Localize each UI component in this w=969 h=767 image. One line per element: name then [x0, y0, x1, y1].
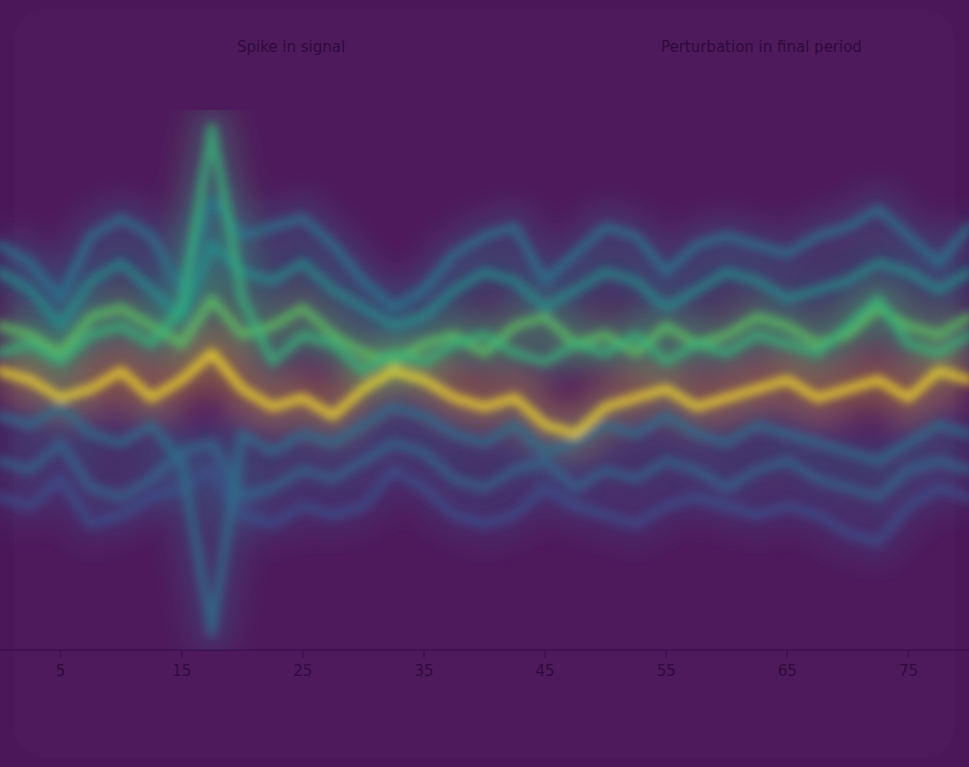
x-tick-label: 45	[536, 662, 555, 680]
series-line	[0, 200, 969, 308]
x-tick-label: 75	[899, 662, 918, 680]
x-tick-label: 35	[414, 662, 433, 680]
x-tick	[665, 650, 667, 658]
x-tick-label: 25	[293, 662, 312, 680]
x-tick-label: 15	[172, 662, 191, 680]
x-tick	[908, 650, 910, 658]
x-tick	[60, 650, 62, 658]
series-line	[0, 443, 969, 497]
x-tick	[423, 650, 425, 658]
glow-layer	[0, 128, 969, 632]
series-line	[0, 128, 969, 371]
annotation: Perturbation in final period	[661, 38, 862, 56]
annotation: Spike in signal	[237, 38, 345, 56]
x-tick	[787, 650, 789, 658]
x-tick	[181, 650, 183, 658]
background	[0, 0, 969, 767]
series-line	[0, 353, 969, 434]
x-tick	[302, 650, 304, 658]
line-glow	[0, 128, 969, 371]
lines-layer	[0, 128, 969, 632]
x-tick	[544, 650, 546, 658]
x-tick-label: 5	[56, 662, 66, 680]
line-glow	[0, 407, 969, 632]
plot-area	[0, 128, 969, 632]
chart: 5 15 25 35 45 55 65 75 Spike in signal Perturbati…	[0, 0, 969, 767]
x-axis-line	[0, 649, 969, 651]
x-tick-label: 65	[778, 662, 797, 680]
series-line	[0, 407, 969, 632]
series-line	[0, 470, 969, 542]
x-tick-label: 55	[657, 662, 676, 680]
series-line	[0, 245, 969, 326]
